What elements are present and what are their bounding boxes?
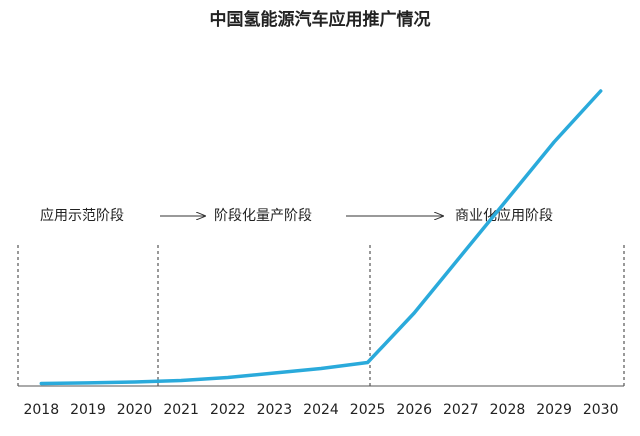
x-tick-label: 2019 xyxy=(70,402,106,418)
x-tick-label: 2026 xyxy=(396,402,432,418)
x-tick-label: 2030 xyxy=(583,402,619,418)
x-tick-label: 2023 xyxy=(257,402,293,418)
phase-label: 商业化应用阶段 xyxy=(455,207,553,224)
x-tick-label: 2022 xyxy=(210,402,246,418)
x-tick-label: 2018 xyxy=(23,402,59,418)
x-tick-label: 2021 xyxy=(163,402,199,418)
phase-label: 应用示范阶段 xyxy=(40,207,124,224)
data-line xyxy=(39,89,603,386)
x-tick-label: 2025 xyxy=(350,402,386,418)
x-tick-label: 2024 xyxy=(303,402,339,418)
x-tick-label: 2027 xyxy=(443,402,479,418)
x-tick-label: 2029 xyxy=(536,402,572,418)
chart-title: 中国氢能源汽车应用推广情况 xyxy=(210,9,431,30)
x-tick-label: 2028 xyxy=(490,402,526,418)
phase-label: 阶段化量产阶段 xyxy=(214,208,312,224)
x-tick-label: 2020 xyxy=(117,402,153,418)
